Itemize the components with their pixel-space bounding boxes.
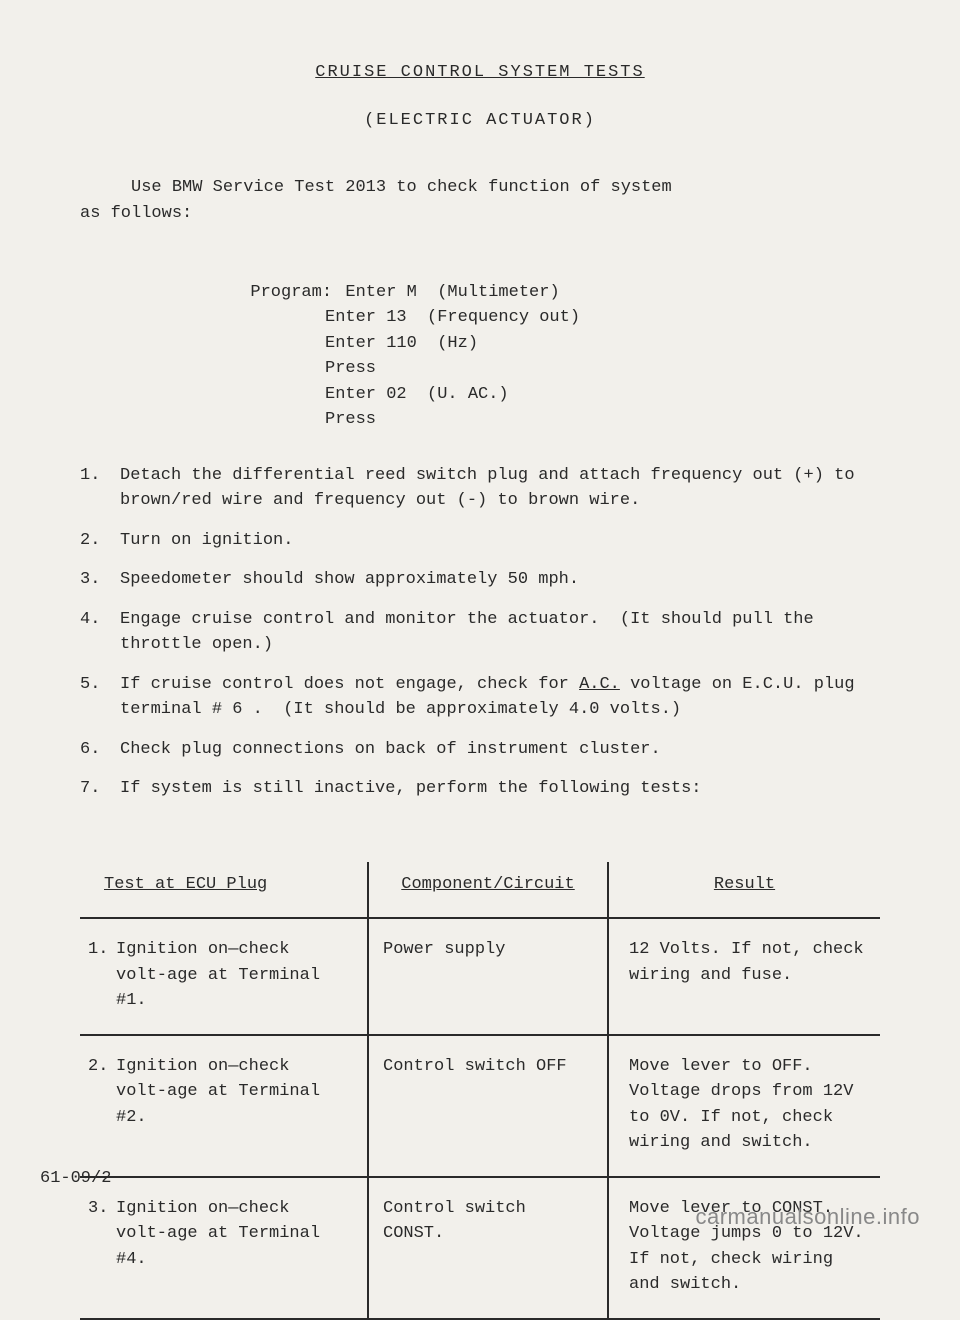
- program-block: Program:Enter M (Multimeter) Enter 13 (F…: [230, 254, 880, 433]
- program-label: Program:: [250, 280, 345, 306]
- table-row: 3.Ignition on—check volt-age at Terminal…: [80, 1177, 880, 1319]
- step-num: 3.: [80, 567, 120, 593]
- watermark: carmanualsonline.info: [695, 1200, 920, 1233]
- step-item: 6. Check plug connections on back of ins…: [80, 737, 880, 763]
- program-line-5: Press: [325, 410, 376, 429]
- row-num: 2.: [88, 1054, 116, 1080]
- page-title: CRUISE CONTROL SYSTEM TESTS: [80, 60, 880, 86]
- table-header: Result: [608, 862, 880, 919]
- step-item: 2. Turn on ignition.: [80, 528, 880, 554]
- step-item: 7. If system is still inactive, perform …: [80, 776, 880, 802]
- step-text: Check plug connections on back of instru…: [120, 737, 880, 763]
- table-row: 1.Ignition on—check volt-age at Terminal…: [80, 918, 880, 1035]
- step-text: Detach the differential reed switch plug…: [120, 463, 880, 514]
- step-num: 2.: [80, 528, 120, 554]
- row-result: 12 Volts. If not, check wiring and fuse.: [608, 918, 880, 1035]
- row-component: Power supply: [368, 918, 608, 1035]
- row-result: Move lever to OFF. Voltage drops from 12…: [608, 1035, 880, 1177]
- program-line-2: Enter 110 (Hz): [325, 334, 478, 353]
- row-component: Control switch CONST.: [368, 1177, 608, 1319]
- row-num: 3.: [88, 1196, 116, 1222]
- row-test: Ignition on—check volt-age at Terminal #…: [116, 1054, 349, 1131]
- step-text: Engage cruise control and monitor the ac…: [120, 607, 880, 658]
- step-item: 1. Detach the differential reed switch p…: [80, 463, 880, 514]
- table-header: Test at ECU Plug: [80, 862, 368, 919]
- page-number: 61-09/2: [40, 1166, 111, 1192]
- step-num: 7.: [80, 776, 120, 802]
- table-row: 2.Ignition on—check volt-age at Terminal…: [80, 1035, 880, 1177]
- row-num: 1.: [88, 937, 116, 963]
- table-header: Component/Circuit: [368, 862, 608, 919]
- step-item: 3. Speedometer should show approximately…: [80, 567, 880, 593]
- program-line-4: Enter 02 (U. AC.): [325, 385, 509, 404]
- step-text: If cruise control does not engage, check…: [120, 672, 880, 723]
- step-text: Turn on ignition.: [120, 528, 880, 554]
- step-num: 1.: [80, 463, 120, 514]
- intro-text: Use BMW Service Test 2013 to check funct…: [80, 175, 880, 226]
- step-text: Speedometer should show approximately 50…: [120, 567, 880, 593]
- row-test: Ignition on—check volt-age at Terminal #…: [116, 1196, 349, 1273]
- step-text: If system is still inactive, perform the…: [120, 776, 880, 802]
- row-result: Move lever to CONST. Voltage jumps 0 to …: [608, 1177, 880, 1319]
- row-component: Control switch OFF: [368, 1035, 608, 1177]
- underline-ac: A.C.: [579, 675, 620, 694]
- step-num: 5.: [80, 672, 120, 723]
- step-item: 4. Engage cruise control and monitor the…: [80, 607, 880, 658]
- step-num: 4.: [80, 607, 120, 658]
- step-item: 5. If cruise control does not engage, ch…: [80, 672, 880, 723]
- program-line-1: Enter 13 (Frequency out): [325, 308, 580, 327]
- ecu-test-table: Test at ECU Plug Component/Circuit Resul…: [80, 862, 880, 1320]
- row-test: Ignition on—check volt-age at Terminal #…: [116, 937, 349, 1014]
- page-subtitle: (ELECTRIC ACTUATOR): [80, 108, 880, 134]
- step-list: 1. Detach the differential reed switch p…: [80, 463, 880, 802]
- step-num: 6.: [80, 737, 120, 763]
- program-line-0: Enter M (Multimeter): [345, 283, 559, 302]
- program-line-3: Press: [325, 359, 376, 378]
